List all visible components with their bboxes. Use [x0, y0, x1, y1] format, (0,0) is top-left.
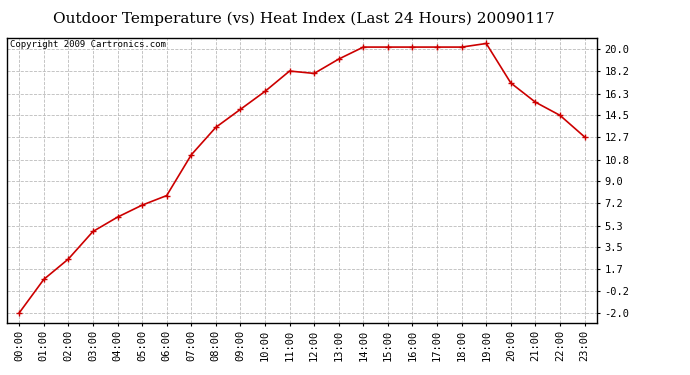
Text: Outdoor Temperature (vs) Heat Index (Last 24 Hours) 20090117: Outdoor Temperature (vs) Heat Index (Las…	[53, 11, 554, 26]
Text: Copyright 2009 Cartronics.com: Copyright 2009 Cartronics.com	[10, 40, 166, 50]
